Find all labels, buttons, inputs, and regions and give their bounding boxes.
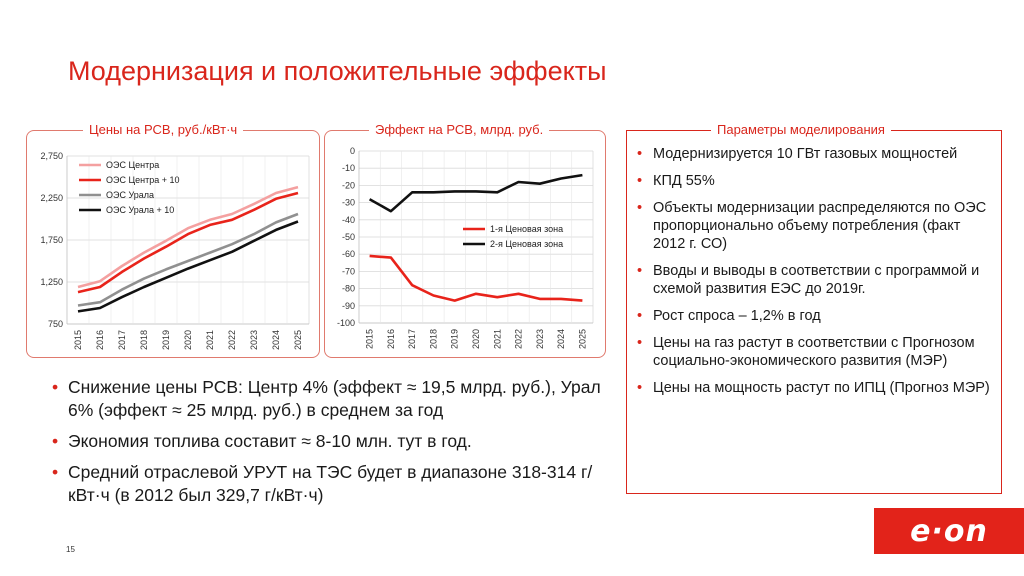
bullet-icon: • bbox=[52, 462, 59, 482]
price-chart-x-tick-label: 2015 bbox=[73, 330, 83, 350]
effect-chart-y-tick-label: -50 bbox=[342, 232, 355, 242]
params-item-text: Цены на мощность растут по ИПЦ (Прогноз … bbox=[653, 380, 990, 396]
price-chart-x-tick-label: 2016 bbox=[95, 330, 105, 350]
price-chart-legend-label: ОЭС Центра + 10 bbox=[106, 175, 180, 185]
effect-chart-y-tick-label: -80 bbox=[342, 284, 355, 294]
effect-chart-series-line bbox=[368, 173, 583, 213]
price-chart-x-tick-label: 2020 bbox=[183, 330, 193, 350]
effect-chart-x-tick-label: 2024 bbox=[556, 329, 566, 349]
effect-chart-y-tick-label: -20 bbox=[342, 180, 355, 190]
params-item-text: Цены на газ растут в соответствии с Прог… bbox=[653, 335, 975, 369]
price-chart-x-tick-label: 2021 bbox=[205, 330, 215, 350]
effect-chart: 0 -10 -20 -30 -40 -50 -60 -70 -80 -90 -100 2015 2016… bbox=[337, 146, 594, 349]
finding-text: Снижение цены РСВ: Центр 4% (эффект ≈ 19… bbox=[68, 377, 601, 420]
slide-title: Модернизация и положительные эффекты bbox=[68, 56, 607, 86]
params-list-item: • КПД 55% bbox=[635, 172, 991, 190]
effect-chart-y-tick-label: -100 bbox=[337, 318, 355, 328]
effect-chart-y-tick-label: -10 bbox=[342, 163, 355, 173]
params-item-text: Вводы и выводы в соответствии с программ… bbox=[653, 263, 980, 297]
effect-chart-x-tick-label: 2021 bbox=[492, 329, 502, 349]
finding-text: Экономия топлива составит ≈ 8-10 млн. ту… bbox=[68, 431, 472, 451]
effect-chart-x-tick-label: 2018 bbox=[428, 329, 438, 349]
price-chart-legend-label: ОЭС Центра bbox=[106, 160, 159, 170]
price-chart-series-line bbox=[77, 191, 299, 294]
params-list-item: • Объекты модернизации распределяются по … bbox=[635, 199, 991, 253]
bullet-icon: • bbox=[637, 308, 643, 324]
params-item-text: Объекты модернизации распределяются по О… bbox=[653, 200, 987, 252]
bullet-icon: • bbox=[637, 173, 643, 189]
price-chart-series-line bbox=[77, 185, 299, 289]
bullet-icon: • bbox=[52, 431, 59, 451]
effect-chart-legend-label: 2-я Ценовая зона bbox=[490, 239, 563, 249]
price-chart-x-tick-label: 2024 bbox=[271, 330, 281, 350]
price-chart-x-tick-label: 2017 bbox=[117, 330, 127, 350]
price-chart-x-tick-label: 2023 bbox=[249, 330, 259, 350]
price-chart-y-tick-label: 2,750 bbox=[40, 151, 63, 161]
effect-chart-y-tick-label: -60 bbox=[342, 249, 355, 259]
bullet-icon: • bbox=[637, 380, 643, 396]
price-chart-legend-label: ОЭС Урала + 10 bbox=[106, 205, 174, 215]
bullet-icon: • bbox=[637, 335, 643, 351]
effect-chart-x-tick-label: 2016 bbox=[386, 329, 396, 349]
params-list-item: • Цены на мощность растут по ИПЦ (Прогноз… bbox=[635, 379, 991, 397]
params-list-item: • Цены на газ растут в соответствии с Про… bbox=[635, 334, 991, 370]
price-chart-y-tick-label: 2,250 bbox=[40, 193, 63, 203]
modeling-params-caption: Параметры моделирования bbox=[711, 122, 891, 137]
effect-chart-x-tick-label: 2022 bbox=[514, 329, 524, 349]
bullet-icon: • bbox=[52, 377, 59, 397]
effect-chart-x-tick-label: 2020 bbox=[471, 329, 481, 349]
effect-chart-series-line bbox=[369, 254, 583, 302]
bullet-icon: • bbox=[637, 263, 643, 279]
price-chart-x-tick-label: 2022 bbox=[227, 330, 237, 350]
effect-chart-caption: Эффект на РСВ, млрд. руб. bbox=[369, 122, 550, 137]
params-item-text: КПД 55% bbox=[653, 173, 715, 189]
effect-chart-x-tick-label: 2023 bbox=[535, 329, 545, 349]
effect-chart-x-tick-label: 2019 bbox=[450, 329, 460, 349]
price-chart-panel: Цены на РСВ, руб./кВт·ч 750 1,250 1,750 2,2… bbox=[26, 122, 320, 358]
modeling-params-list: • Модернизируется 10 ГВт газовых мощносте… bbox=[635, 145, 991, 406]
effect-chart-y-tick-label: 0 bbox=[350, 146, 355, 156]
finding-list-item: • Экономия топлива составит ≈ 8-10 млн. т… bbox=[52, 430, 612, 453]
eon-logo-text: e·on bbox=[910, 513, 988, 549]
finding-list-item: • Средний отраслевой УРУТ на ТЭС будет в … bbox=[52, 461, 612, 507]
price-chart-x-tick-label: 2018 bbox=[139, 330, 149, 350]
params-list-item: • Вводы и выводы в соответствии с програм… bbox=[635, 262, 991, 298]
bullet-icon: • bbox=[637, 200, 643, 216]
effect-chart-panel: Эффект на РСВ, млрд. руб. 0 -10 -20 -30 -40 -… bbox=[324, 122, 606, 358]
effect-chart-x-tick-label: 2017 bbox=[407, 329, 417, 349]
finding-list-item: • Снижение цены РСВ: Центр 4% (эффект ≈ 1… bbox=[52, 376, 612, 422]
effect-chart-x-tick-label: 2015 bbox=[365, 329, 375, 349]
price-chart-series-line bbox=[77, 212, 299, 307]
finding-text: Средний отраслевой УРУТ на ТЭС будет в д… bbox=[68, 462, 593, 505]
eon-logo: e·on bbox=[874, 508, 1024, 554]
effect-chart-legend-label: 1-я Ценовая зона bbox=[490, 224, 563, 234]
effect-chart-y-tick-label: -40 bbox=[342, 215, 355, 225]
params-list-item: • Модернизируется 10 ГВт газовых мощносте… bbox=[635, 145, 991, 163]
params-item-text: Модернизируется 10 ГВт газовых мощностей bbox=[653, 146, 958, 162]
price-chart-y-tick-label: 750 bbox=[48, 319, 63, 329]
params-list-item: • Рост спроса – 1,2% в год bbox=[635, 307, 991, 325]
effect-chart-x-tick-label: 2025 bbox=[577, 329, 587, 349]
price-chart-x-tick-label: 2025 bbox=[293, 330, 303, 350]
modeling-params-panel: Параметры моделирования • Модернизируется… bbox=[626, 122, 1002, 494]
price-chart-caption: Цены на РСВ, руб./кВт·ч bbox=[83, 122, 244, 137]
price-chart-y-tick-label: 1,250 bbox=[40, 277, 63, 287]
price-chart-legend-label: ОЭС Урала bbox=[106, 190, 154, 200]
price-chart: 750 1,250 1,750 2,250 2,750 2015 2016 2017 2018 2… bbox=[40, 151, 310, 350]
page-number: 15 bbox=[66, 545, 75, 554]
effect-chart-y-tick-label: -70 bbox=[342, 266, 355, 276]
effect-chart-y-tick-label: -30 bbox=[342, 198, 355, 208]
price-chart-x-tick-label: 2019 bbox=[161, 330, 171, 350]
key-findings-list: • Снижение цены РСВ: Центр 4% (эффект ≈ 1… bbox=[52, 376, 612, 515]
price-chart-series-line bbox=[77, 220, 299, 313]
effect-chart-y-tick-label: -90 bbox=[342, 301, 355, 311]
price-chart-y-tick-label: 1,750 bbox=[40, 235, 63, 245]
bullet-icon: • bbox=[637, 146, 643, 162]
params-item-text: Рост спроса – 1,2% в год bbox=[653, 308, 821, 324]
